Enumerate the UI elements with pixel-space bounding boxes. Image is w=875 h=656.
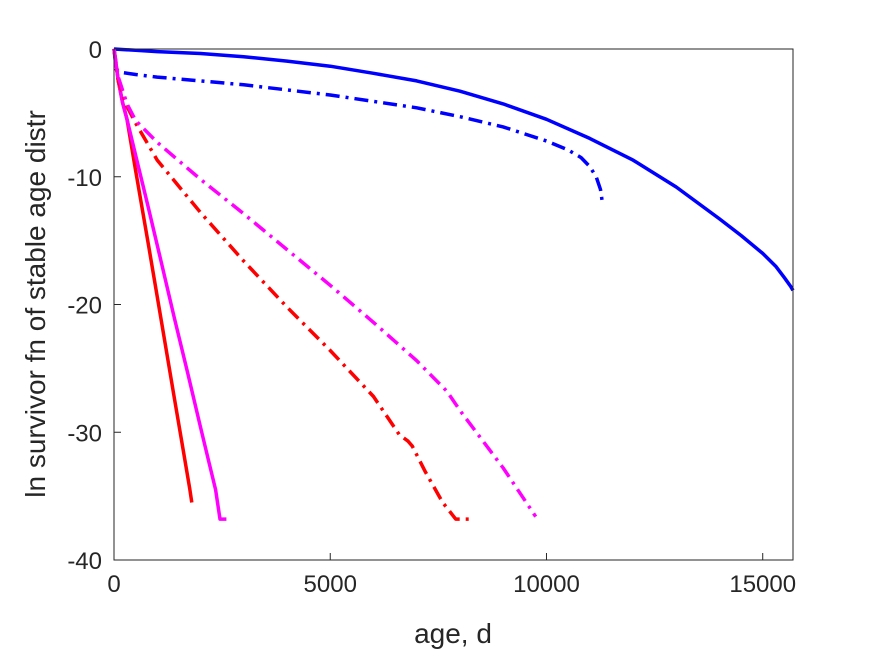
series-layer [112,47,795,521]
y-axis-label: ln survivor fn of stable age distr [20,110,51,498]
y-tick-label: -20 [67,293,102,320]
ticks-layer: 0 5000 10000 15000 0 -10 -20 -30 -40 [67,37,796,598]
y-tick-label: 0 [89,37,102,64]
x-tick-label: 5000 [304,571,357,598]
x-tick-label: 0 [107,571,120,598]
x-tick-label: 10000 [513,571,580,598]
x-tick-label: 15000 [729,571,796,598]
y-tick-label: -10 [67,165,102,192]
series-line-2 [112,48,605,206]
y-tick-label: -40 [67,548,102,575]
y-tick-label: -30 [67,420,102,447]
series-line-5 [112,48,473,521]
series-line-6 [112,48,538,518]
series-line-4 [112,48,227,521]
plot-area [114,49,793,560]
x-axis-label: age, d [414,618,492,649]
series-line-1 [113,47,795,292]
